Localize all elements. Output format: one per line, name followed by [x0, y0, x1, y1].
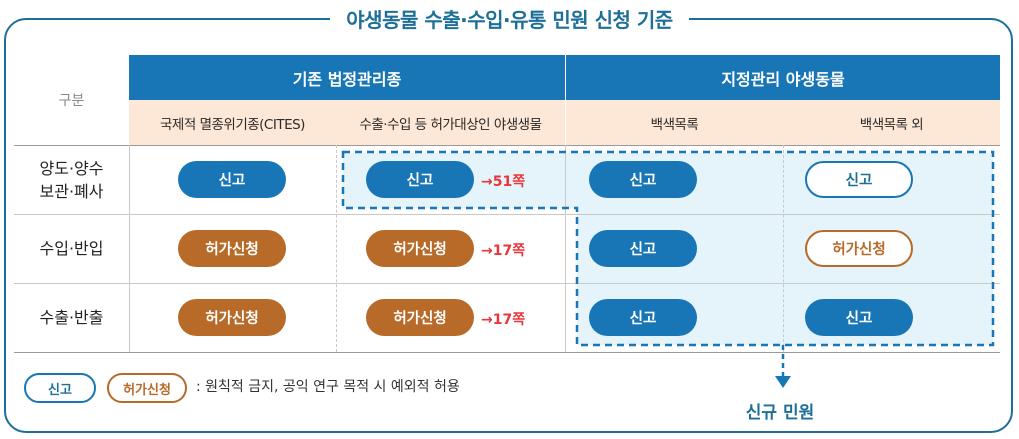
group-header-existing: 기존 법정관리종 [129, 55, 565, 100]
row-label-import-text: 수입·반입 [39, 239, 104, 258]
page-reference: →51쪽 [481, 174, 526, 190]
report-badge: 신고 [589, 161, 697, 198]
group-header-divider [565, 55, 566, 100]
row-label-transfer: 양도·양수 보관·폐사 [14, 145, 129, 214]
report-badge: 신고 [805, 299, 913, 336]
row-divider [14, 145, 1000, 146]
report-outline-badge: 신고 [805, 161, 913, 198]
subheader-non-whitelist: 백색목록 외 [783, 100, 1000, 145]
permit-badge: 허가신청 [178, 299, 286, 336]
legend-permit-badge: 허가신청 [107, 373, 187, 403]
group-header-designated: 지정관리 야생동물 [566, 55, 1000, 100]
gubun-header: 구분 [14, 55, 129, 145]
report-badge: 신고 [589, 299, 697, 336]
gubun-label: 구분 [58, 93, 85, 109]
permit-badge: 허가신청 [366, 230, 474, 267]
row-label-transfer-line2: 보관·폐사 [39, 181, 104, 201]
new-zone-dashed-path [341, 150, 995, 347]
column-divider [129, 145, 130, 352]
column-divider [565, 145, 566, 352]
subheader-whitelist: 백색목록 [566, 100, 783, 145]
row-divider [14, 352, 1000, 353]
legend-note: : 원칙적 금지, 공익 연구 목적 시 예외적 허용 [196, 379, 460, 395]
new-zone-arrow-head [775, 376, 791, 388]
row-label-export-text: 수출·반출 [39, 308, 104, 327]
subheader-cites-label: 국제적 멸종위기종(CITES) [160, 116, 305, 133]
subheader-non-whitelist-label: 백색목록 외 [859, 116, 924, 133]
report-badge: 신고 [366, 161, 474, 198]
permit-badge: 허가신청 [178, 230, 286, 267]
group-header-designated-label: 지정관리 야생동물 [721, 69, 845, 89]
new-application-label: 신규 민원 [745, 403, 815, 423]
row-divider [14, 214, 1000, 215]
report-badge: 신고 [178, 161, 286, 198]
subheader-whitelist-label: 백색목록 [650, 116, 699, 133]
diagram-title: 야생동물 수출·수입·유통 민원 신청 기준 [330, 8, 689, 32]
diagram-title-wrap: 야생동물 수출·수입·유통 민원 신청 기준 [0, 4, 1019, 33]
page-reference: →17쪽 [481, 312, 526, 328]
column-divider [336, 145, 337, 352]
permit-outline-badge: 허가신청 [805, 230, 913, 267]
permit-badge: 허가신청 [366, 299, 474, 336]
page-reference: →17쪽 [481, 243, 526, 259]
row-label-import: 수입·반입 [14, 214, 129, 283]
legend-report-badge: 신고 [24, 373, 96, 403]
subheader-permit-target: 수출·수입 등 허가대상인 야생생물 [336, 100, 565, 145]
subheader-permit-target-label: 수출·수입 등 허가대상인 야생생물 [359, 116, 542, 133]
row-label-transfer-line1: 양도·양수 [39, 158, 104, 178]
row-label-export: 수출·반출 [14, 283, 129, 352]
column-divider [783, 145, 784, 352]
report-badge: 신고 [589, 230, 697, 267]
group-header-existing-label: 기존 법정관리종 [292, 69, 402, 89]
row-divider [14, 283, 1000, 284]
subheader-cites: 국제적 멸종위기종(CITES) [129, 100, 336, 145]
